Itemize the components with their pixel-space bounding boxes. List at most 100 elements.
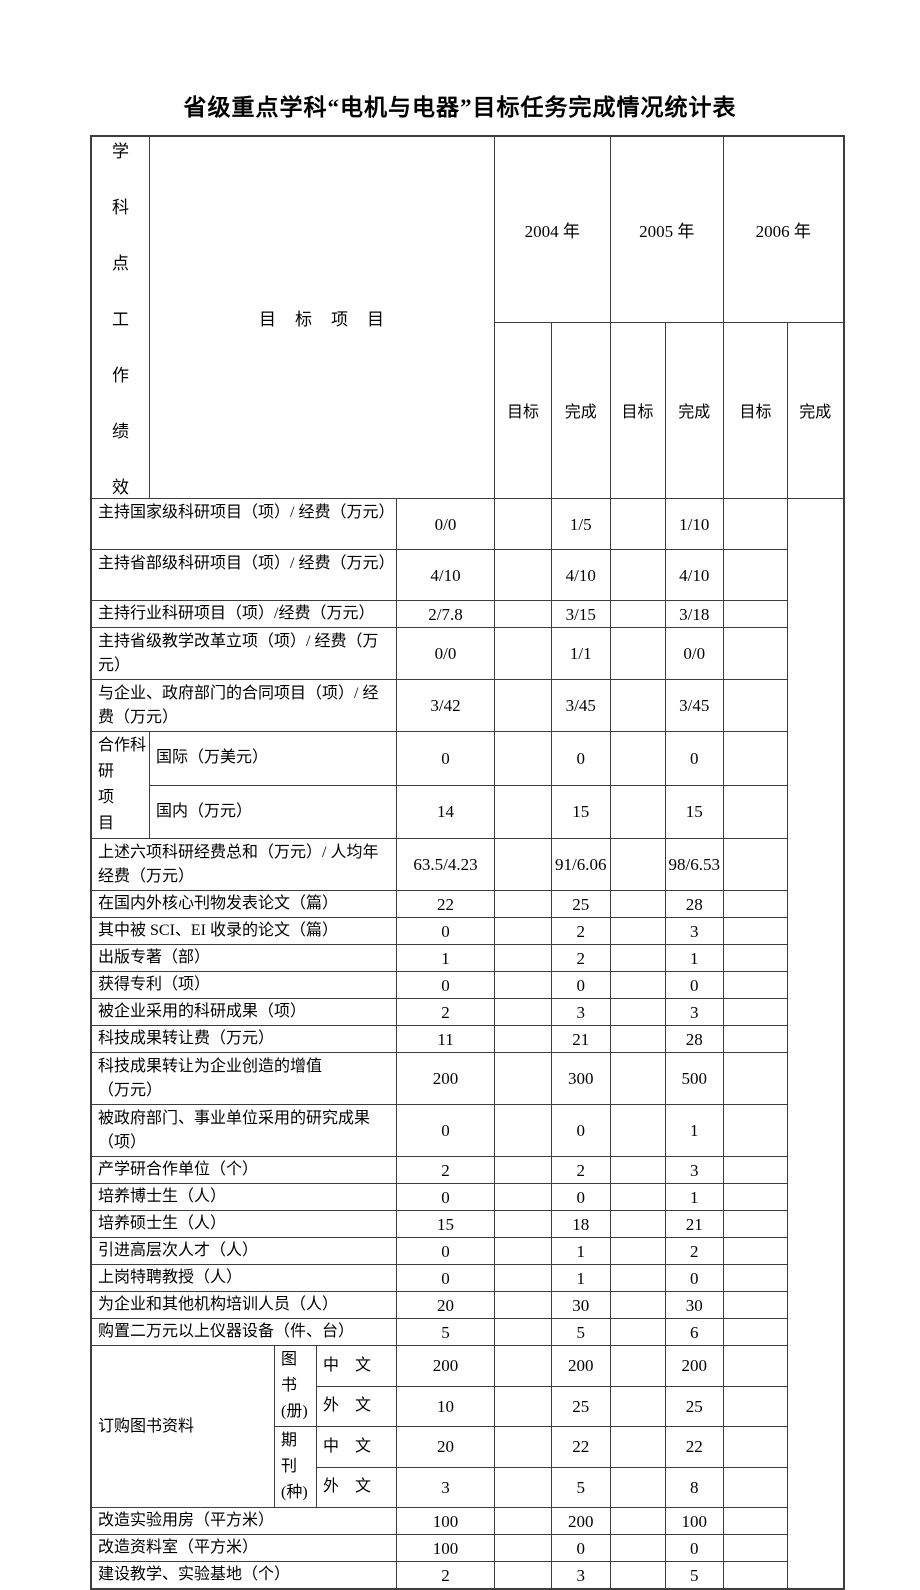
value-cell: 3	[551, 998, 611, 1026]
value-cell: 10	[396, 1385, 496, 1427]
value-cell	[609, 944, 666, 972]
value-cell: 200	[551, 1507, 611, 1535]
value-cell	[723, 1237, 788, 1265]
value-cell: 1	[664, 944, 725, 972]
table-row: 主持行业科研项目（项）/经费（万元） 2/7.8 3/15 3/18	[90, 600, 844, 628]
row-label-cell: 上述六项科研经费总和（万元）/ 人均年经费（万元）	[90, 838, 398, 891]
value-cell	[609, 917, 666, 945]
table-row: 主持省级教学改革立项（项）/ 经费（万元） 0/0 1/1 0/0	[90, 627, 844, 680]
value-cell: 20	[396, 1426, 496, 1468]
table-row: 订购图书资料图 书 (册) 中 文 200 200 200	[90, 1345, 844, 1508]
value-cell	[494, 1345, 553, 1387]
row-label-cell: 在国内外核心刊物发表论文（篇）	[90, 890, 398, 918]
value-cell: 1	[664, 1104, 725, 1157]
value-cell	[723, 1291, 788, 1319]
side-label-char: 科	[112, 198, 129, 217]
row-label-cell: 国内（万元）	[149, 784, 398, 839]
value-cell: 2	[551, 944, 611, 972]
row-label-cell: 主持省部级科研项目（项）/ 经费（万元）	[90, 549, 398, 601]
group-cell: 图 书 (册)	[274, 1345, 318, 1427]
value-cell	[494, 917, 553, 945]
side-label-char: 工	[112, 310, 129, 329]
value-cell: 2	[664, 1237, 725, 1265]
value-cell: 0	[664, 1534, 725, 1562]
table-row: 科技成果转让费（万元） 11 21 28	[90, 1025, 844, 1053]
value-cell	[723, 1264, 788, 1292]
value-cell	[723, 1426, 788, 1468]
value-cell: 200	[664, 1345, 725, 1387]
value-cell: 0	[664, 731, 725, 786]
row-label-cell: 改造实验用房（平方米）	[90, 1507, 398, 1535]
value-cell: 0	[396, 731, 496, 786]
row-label-cell: 培养博士生（人）	[90, 1183, 398, 1211]
row-label-cell: 主持国家级科研项目（项）/ 经费（万元）	[90, 498, 398, 550]
value-cell: 5	[551, 1466, 611, 1508]
year-header-cell: 2004 年	[494, 135, 611, 323]
row-label-cell: 购置二万元以上仪器设备（件、台）	[90, 1318, 398, 1346]
value-cell: 22	[664, 1426, 725, 1468]
table-row: 引进高层次人才（人） 0 1 2	[90, 1237, 844, 1265]
table-row: 科技成果转让为企业创造的增值 （万元） 200 300 500	[90, 1052, 844, 1105]
value-cell: 25	[551, 890, 611, 918]
row-label-cell: 外 文	[316, 1385, 398, 1427]
value-cell: 0	[396, 917, 496, 945]
value-cell	[609, 1210, 666, 1238]
value-cell	[723, 784, 788, 839]
value-cell: 18	[551, 1210, 611, 1238]
value-cell: 200	[396, 1052, 496, 1105]
table-row: 在国内外核心刊物发表论文（篇） 22 25 28	[90, 890, 844, 918]
value-cell: 22	[551, 1426, 611, 1468]
value-cell	[723, 731, 788, 786]
value-cell: 3/42	[396, 679, 496, 732]
value-cell	[723, 1104, 788, 1157]
value-cell: 0	[551, 1183, 611, 1211]
row-label-cell: 出版专著（部）	[90, 944, 398, 972]
value-cell: 2	[551, 1156, 611, 1184]
value-cell	[609, 1156, 666, 1184]
value-cell	[609, 998, 666, 1026]
table-row: 改造实验用房（平方米） 100 200 100	[90, 1507, 844, 1535]
value-cell: 15	[396, 1210, 496, 1238]
value-cell: 15	[551, 784, 611, 839]
value-cell: 28	[664, 1025, 725, 1053]
value-cell	[494, 1052, 553, 1105]
value-cell	[494, 1183, 553, 1211]
value-cell: 0	[551, 971, 611, 999]
value-cell	[494, 549, 553, 601]
side-label-char: 点	[112, 254, 129, 273]
value-cell	[609, 679, 666, 732]
value-cell: 5	[664, 1561, 725, 1590]
value-cell: 21	[664, 1210, 725, 1238]
value-cell: 100	[396, 1507, 496, 1535]
row-label-cell: 与企业、政府部门的合同项目（项）/ 经费（万元）	[90, 679, 398, 732]
value-cell: 200	[396, 1345, 496, 1387]
value-cell	[723, 1183, 788, 1211]
year-header-cell: 2005 年	[609, 135, 725, 323]
side-label: 学科点工作绩效	[92, 137, 149, 498]
year-header-cell: 2006 年	[723, 135, 844, 323]
value-cell	[494, 1156, 553, 1184]
table-row: 建设教学、实验基地（个） 2 3 5	[90, 1561, 844, 1590]
statistics-table: 学科点工作绩效 目 标 项 目 2004 年 2005 年 2006 年 目标 …	[90, 135, 845, 1590]
value-cell	[609, 600, 666, 628]
value-cell	[494, 784, 553, 839]
value-cell	[723, 679, 788, 732]
header-row-years: 学科点工作绩效 目 标 项 目 2004 年 2005 年 2006 年	[90, 135, 844, 499]
table-row: 改造资料室（平方米） 100 0 0	[90, 1534, 844, 1562]
value-cell	[723, 1318, 788, 1346]
side-label-char: 学	[112, 142, 129, 161]
table-row: 被政府部门、事业单位采用的研究成果（项） 0 0 1	[90, 1104, 844, 1157]
value-cell: 0	[396, 971, 496, 999]
value-cell	[609, 549, 666, 601]
value-cell: 3	[396, 1466, 496, 1508]
header-row-sub: 目标 完成 目标 完成 目标 完成	[91, 321, 844, 500]
table-row: 购置二万元以上仪器设备（件、台） 5 5 6	[90, 1318, 844, 1346]
value-cell	[609, 1561, 666, 1590]
value-cell	[609, 731, 666, 786]
target-header-cell: 目标	[494, 321, 553, 500]
value-cell: 3	[664, 998, 725, 1026]
value-cell	[723, 838, 788, 891]
value-cell	[494, 1507, 553, 1535]
value-cell	[723, 944, 788, 972]
value-cell: 21	[551, 1025, 611, 1053]
